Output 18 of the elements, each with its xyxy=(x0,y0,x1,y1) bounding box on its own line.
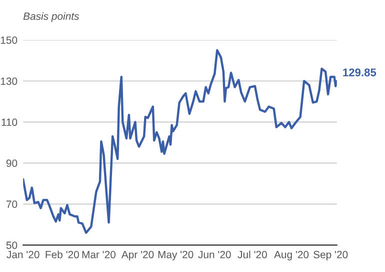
x-tick-label: Apr '20 xyxy=(121,250,154,260)
y-tick-label: 70 xyxy=(6,200,18,208)
x-tick-label: Sep '20 xyxy=(314,250,348,260)
annotation: 129.85 xyxy=(343,68,376,76)
x-tick-label: Jul '20 xyxy=(238,250,267,258)
x-tick-label: Jan '20 xyxy=(6,250,40,258)
x-tick-label: Mar '20 xyxy=(82,250,116,258)
y-tick-label: 110 xyxy=(2,118,18,126)
y-axis-title: Basis points xyxy=(23,12,80,22)
y-tick-label: 150 xyxy=(0,36,18,44)
x-tick-label: Aug '20 xyxy=(274,250,309,260)
y-tick-label: 50 xyxy=(6,242,18,249)
y-tick-label: 130 xyxy=(0,78,18,85)
x-tick-label: May '20 xyxy=(158,250,194,260)
x-tick-label: Jun '20 xyxy=(198,250,231,258)
x-tick-label: Feb '20 xyxy=(46,250,79,258)
y-tick-label: 90 xyxy=(6,160,18,167)
line-series xyxy=(23,49,337,234)
